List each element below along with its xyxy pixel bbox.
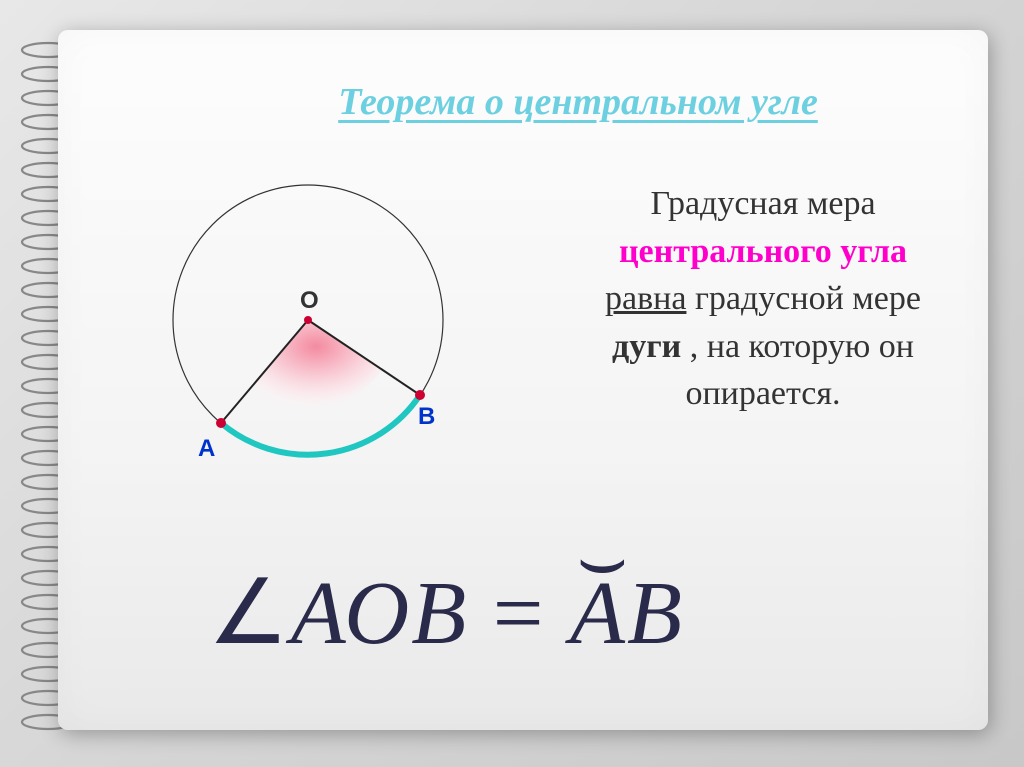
f-a1: А xyxy=(291,564,345,663)
circle-diagram: О А В xyxy=(158,160,458,480)
point-b-label: В xyxy=(418,403,435,430)
center-label: О xyxy=(300,287,319,314)
stmt-equals: равна xyxy=(605,280,686,317)
point-a-dot xyxy=(216,418,226,428)
center-dot xyxy=(304,316,312,324)
arc-symbol: ⌣ xyxy=(576,514,631,605)
point-a-label: А xyxy=(198,435,215,462)
diagram-svg: О А В xyxy=(158,160,478,490)
stmt-line4: опирается. xyxy=(685,375,840,412)
f-b2: В xyxy=(627,564,684,663)
angle-symbol: ∠ xyxy=(208,564,291,663)
stmt-l3b: , на которую он xyxy=(681,328,914,365)
theorem-statement: Градусная мера центрального угла равна г… xyxy=(498,180,1024,418)
title-text: Теорема о центральном угле xyxy=(338,81,818,123)
formula: ∠АОВ = ⌣АВ xyxy=(208,560,1008,665)
stmt-l2b: градусной мере xyxy=(686,280,921,317)
stmt-arc-word: дуги xyxy=(612,328,681,365)
stmt-highlight: центрального угла xyxy=(619,233,907,270)
f-eq: = xyxy=(468,564,570,663)
stmt-line1: Градусная мера xyxy=(650,185,875,222)
notebook-page: Теорема о центральном угле О А В xyxy=(58,30,988,730)
f-o: О xyxy=(344,564,411,663)
theorem-title: Теорема о центральном угле xyxy=(198,80,958,124)
f-b1: В xyxy=(411,564,468,663)
point-b-dot xyxy=(415,390,425,400)
